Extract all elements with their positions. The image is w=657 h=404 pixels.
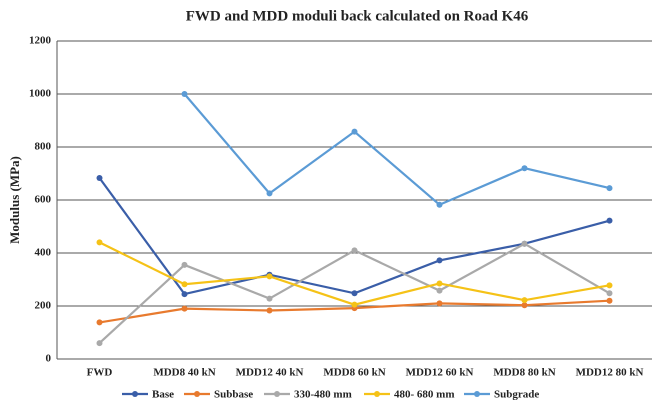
legend-label: Subbase bbox=[214, 389, 253, 401]
point bbox=[96, 340, 103, 347]
y-axis-label: Modulus (MPa) bbox=[7, 156, 22, 244]
legend-marker bbox=[274, 391, 280, 397]
y-tick-label: 600 bbox=[35, 194, 52, 206]
point bbox=[181, 91, 188, 97]
legend-marker bbox=[474, 391, 480, 397]
point bbox=[606, 185, 613, 192]
point bbox=[521, 240, 528, 247]
legend-label: 480- 680 mm bbox=[394, 389, 455, 401]
point bbox=[181, 261, 188, 268]
legend-marker bbox=[194, 391, 200, 397]
point bbox=[606, 297, 613, 304]
point bbox=[521, 297, 528, 304]
x-tick-label: MDD12 80 kN bbox=[576, 367, 644, 379]
point bbox=[606, 282, 613, 289]
x-tick-label: MDD8 40 kN bbox=[153, 367, 215, 379]
point bbox=[351, 290, 358, 297]
y-tick-label: 800 bbox=[35, 141, 52, 153]
point bbox=[351, 247, 358, 254]
point bbox=[181, 281, 188, 288]
point bbox=[266, 273, 273, 280]
point bbox=[521, 302, 528, 309]
x-tick-label: MDD12 60 kN bbox=[406, 367, 474, 379]
y-tick-label: 1000 bbox=[29, 88, 52, 100]
point bbox=[351, 301, 358, 308]
point bbox=[436, 257, 443, 264]
point bbox=[266, 307, 273, 314]
point bbox=[266, 295, 273, 302]
x-tick-label: MDD12 40 kN bbox=[236, 367, 304, 379]
point bbox=[436, 280, 443, 287]
point bbox=[96, 175, 103, 182]
point bbox=[436, 201, 443, 208]
series-line bbox=[183, 93, 610, 207]
chart-title: FWD and MDD moduli back calculated on Ro… bbox=[186, 8, 529, 24]
legend-label: Subgrade bbox=[494, 389, 539, 401]
x-tick-label: MDD8 80 kN bbox=[493, 367, 555, 379]
point bbox=[96, 239, 103, 246]
legend-marker bbox=[374, 391, 380, 397]
point bbox=[606, 290, 613, 297]
point bbox=[606, 217, 613, 224]
x-tick-label: MDD8 60 kN bbox=[323, 367, 385, 379]
y-tick-label: 1200 bbox=[29, 35, 52, 47]
point bbox=[351, 128, 358, 135]
point bbox=[181, 305, 188, 312]
y-tick-label: 400 bbox=[35, 247, 52, 259]
legend-label: 330-480 mm bbox=[294, 389, 352, 401]
point bbox=[436, 300, 443, 307]
series-line bbox=[98, 177, 610, 296]
point bbox=[521, 165, 528, 172]
y-tick-label: 0 bbox=[46, 353, 52, 365]
legend-marker bbox=[132, 391, 138, 397]
y-tick-label: 200 bbox=[35, 300, 52, 312]
point bbox=[96, 319, 103, 326]
legend-label: Base bbox=[152, 389, 174, 401]
x-tick-label: FWD bbox=[87, 367, 113, 379]
point bbox=[266, 190, 273, 197]
point bbox=[181, 291, 188, 298]
point bbox=[436, 287, 443, 294]
